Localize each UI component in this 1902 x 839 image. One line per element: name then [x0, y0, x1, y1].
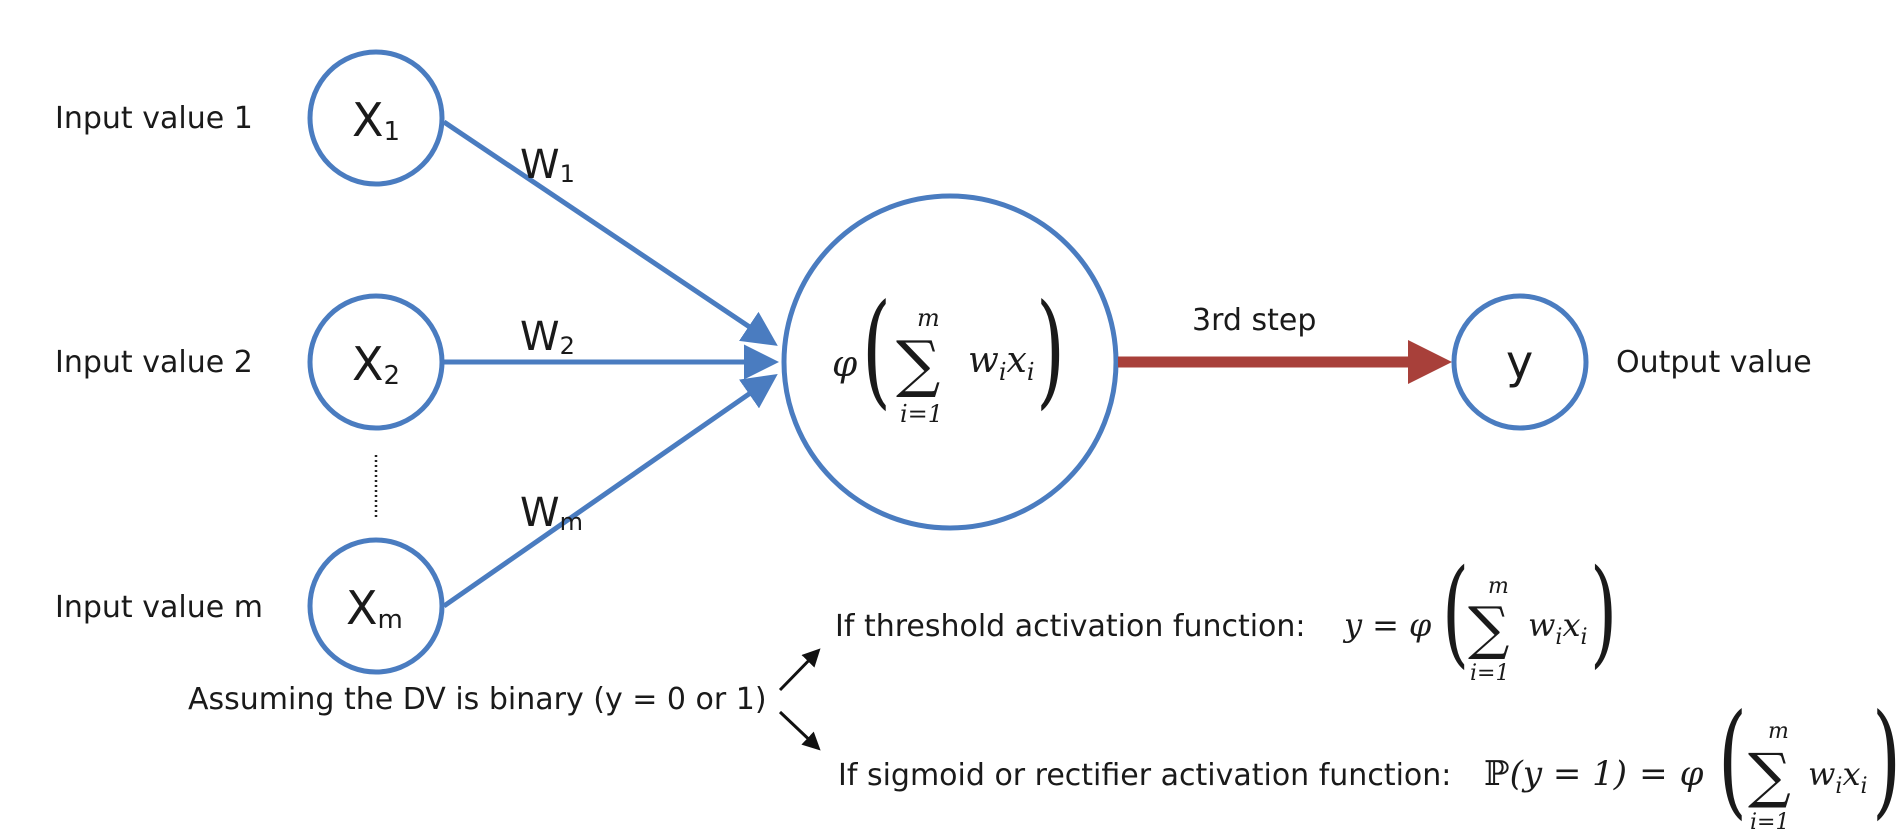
sigmoid-term: wixi: [1808, 755, 1868, 799]
input-node-2-label: X2: [352, 337, 400, 391]
left-paren: (: [862, 278, 891, 422]
output-node-label: y: [1506, 335, 1533, 389]
output-arrow-head: [1408, 340, 1452, 384]
sum-term: wixi: [968, 340, 1035, 386]
threshold-right-paren: ): [1590, 544, 1617, 680]
input-label-1: Input value 1: [55, 101, 253, 136]
arrow-to-threshold: [778, 648, 821, 692]
sigmoid-formula: If sigmoid or rectifier activation funct…: [838, 688, 1901, 835]
arrow-to-sigmoid: [778, 710, 821, 751]
phi-symbol: φ: [832, 344, 858, 385]
threshold-formula: If threshold activation function: y = φ ( …: [835, 544, 1617, 686]
sum-upper: m: [917, 304, 940, 332]
sum-lower: i=1: [900, 400, 943, 428]
edge-input-1: [442, 119, 778, 346]
neuron-node: [781, 193, 1119, 531]
input-node-m: [307, 537, 445, 675]
threshold-term: wixi: [1528, 606, 1588, 650]
assumption-text: Assuming the DV is binary (y = 0 or 1): [188, 682, 767, 717]
threshold-text: If threshold activation function:: [835, 609, 1306, 644]
threshold-sum-upper: m: [1488, 574, 1509, 599]
output-node: [1451, 293, 1589, 431]
sigmoid-prob: ℙ(y = 1) = φ: [1484, 754, 1704, 794]
weight-label-m: Wm: [520, 490, 583, 536]
neuron-formula: φ ( m ∑ i=1 wixi ): [832, 278, 1065, 428]
weight-label-2: W2: [520, 314, 575, 360]
weight-label-1: W1: [520, 142, 575, 188]
threshold-lhs: y = φ: [1342, 606, 1432, 644]
right-paren: ): [1036, 278, 1065, 422]
threshold-sum-symbol: ∑: [1468, 594, 1509, 662]
sum-symbol: ∑: [896, 327, 940, 400]
output-label: Output value: [1616, 345, 1812, 380]
sigmoid-sum-upper: m: [1768, 719, 1789, 744]
sigmoid-text: If sigmoid or rectifier activation funct…: [838, 758, 1451, 793]
threshold-left-paren: (: [1442, 544, 1469, 680]
threshold-sum-lower: i=1: [1470, 661, 1509, 686]
step-label: 3rd step: [1192, 303, 1316, 338]
sigmoid-sum-lower: i=1: [1750, 810, 1789, 835]
input-node-1: [307, 49, 445, 187]
input-label-m: Input value m: [55, 590, 263, 625]
input-node-m-label: Xm: [346, 581, 403, 635]
edge-input-m: [442, 374, 778, 609]
sigmoid-right-paren: ): [1872, 688, 1901, 832]
sigmoid-left-paren: (: [1718, 688, 1747, 832]
sigmoid-sum-symbol: ∑: [1748, 741, 1791, 811]
input-label-2: Input value 2: [55, 345, 253, 380]
input-node-1-label: X1: [352, 93, 400, 147]
input-node-2: [307, 293, 445, 431]
